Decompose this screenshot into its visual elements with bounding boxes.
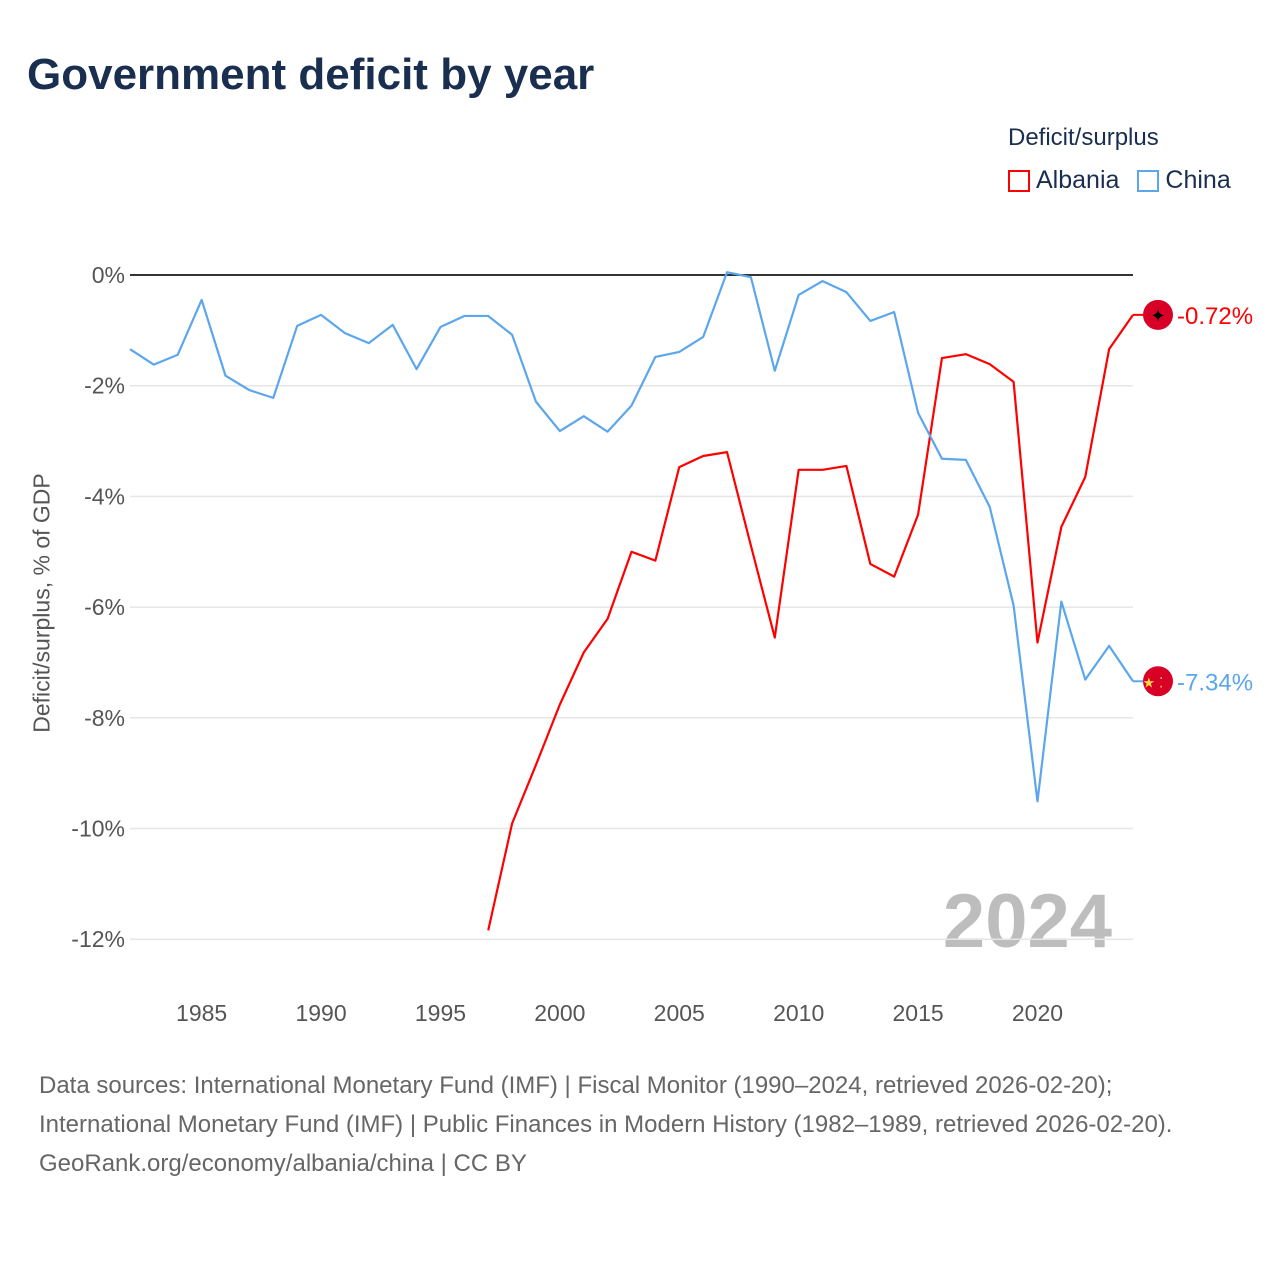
flag-icon-china	[1143, 666, 1173, 697]
page-title: Government deficit by year	[27, 50, 595, 99]
series-line-albania	[487, 314, 1134, 931]
end-value-label: -0.72%	[1177, 303, 1253, 330]
legend-label: Albania	[1036, 166, 1120, 194]
y-tick-label: -12%	[71, 926, 125, 952]
legend-swatch-china	[1137, 169, 1160, 192]
x-tick-label: 1995	[415, 1000, 466, 1026]
legend-item-china[interactable]: China	[1137, 166, 1231, 195]
x-tick-label: 2005	[654, 1000, 705, 1026]
y-tick-label: -10%	[71, 816, 125, 842]
legend-title: Deficit/surplus	[1008, 124, 1159, 151]
legend: Albania China	[1008, 166, 1231, 195]
x-tick-label: 2020	[1012, 1000, 1063, 1026]
x-tick-label: 1990	[295, 1000, 346, 1026]
legend-swatch-albania	[1008, 169, 1030, 192]
y-tick-label: -4%	[84, 483, 125, 509]
credit-link[interactable]: GeoRank.org/economy/albania/china | CC B…	[39, 1150, 527, 1177]
x-tick-label: 1985	[176, 1000, 227, 1026]
star-icon: ★ ⁚	[1143, 674, 1164, 690]
flag-icon-albania	[1143, 299, 1173, 330]
y-tick-label: -8%	[84, 705, 125, 731]
y-tick-label: -6%	[84, 594, 125, 620]
x-tick-label: 2010	[773, 1000, 824, 1026]
x-tick-label: 2000	[534, 1000, 585, 1026]
data-sources: Data sources: International Monetary Fun…	[39, 1072, 1173, 1138]
x-tick-label: 2015	[892, 1000, 943, 1026]
y-tick-label: -2%	[84, 373, 125, 399]
eagle-icon: ✦	[1150, 306, 1165, 326]
legend-item-albania[interactable]: Albania	[1008, 166, 1119, 195]
series-line-china	[129, 271, 1134, 803]
year-watermark: 2024	[942, 879, 1112, 964]
footer: Data sources: International Monetary Fun…	[39, 1066, 1239, 1183]
y-tick-label: 0%	[92, 262, 125, 288]
end-value-label: -7.34%	[1177, 669, 1253, 696]
legend-label: China	[1165, 166, 1231, 194]
